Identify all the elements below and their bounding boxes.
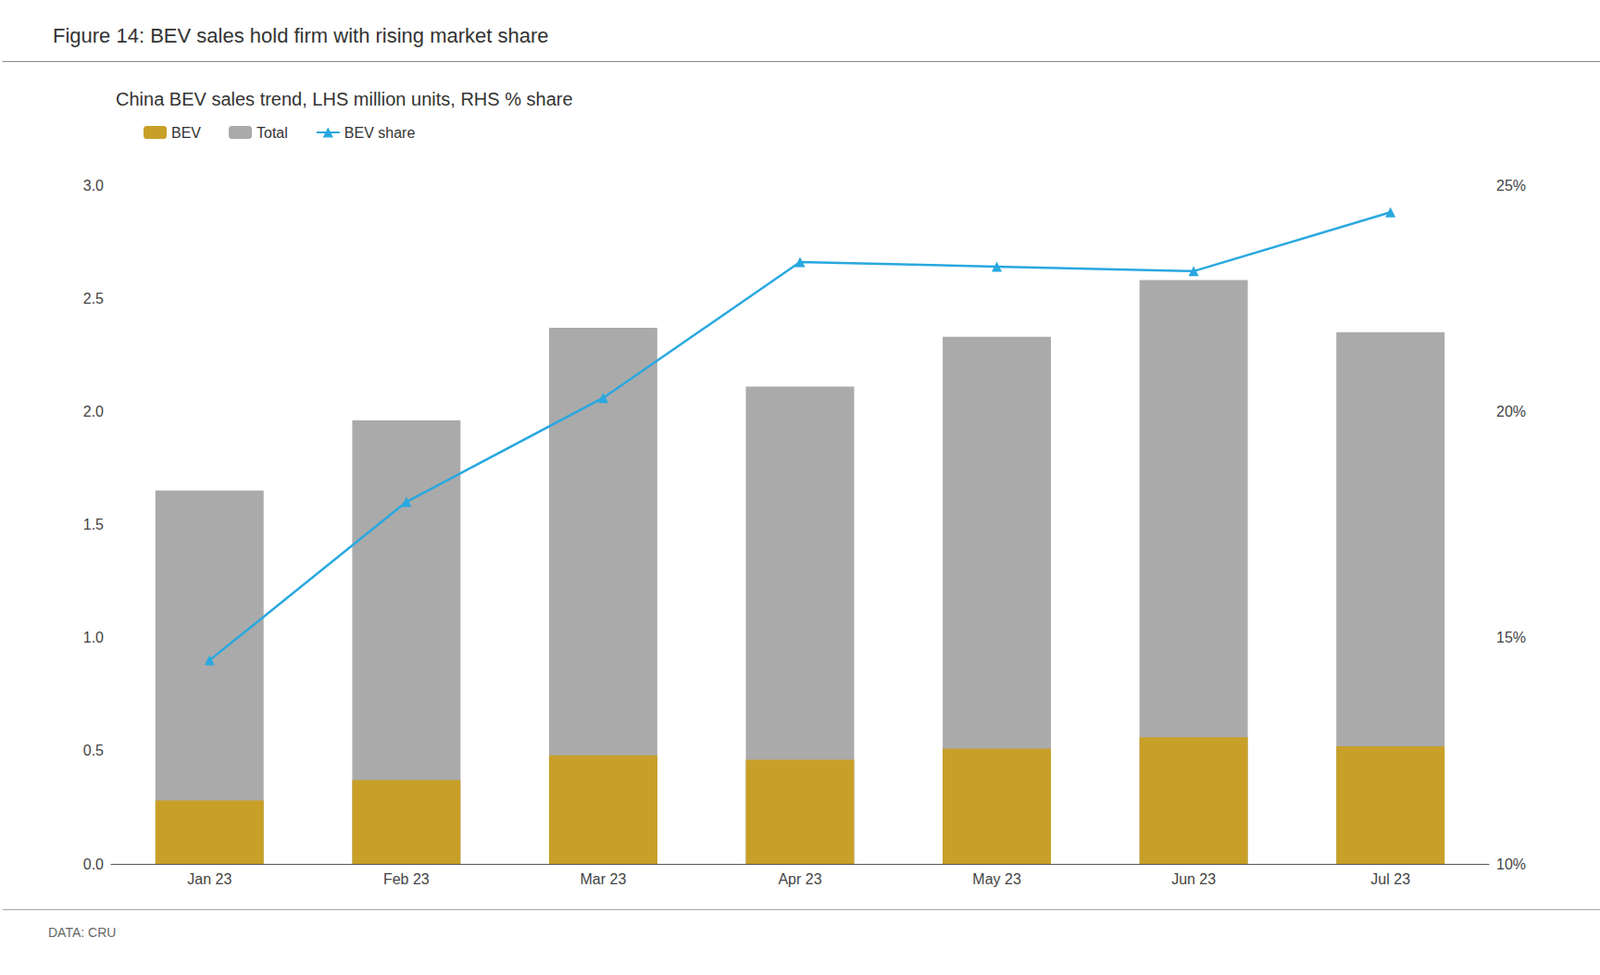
svg-text:May 23: May 23 [972,871,1022,888]
svg-text:Jan 23: Jan 23 [187,871,232,888]
svg-text:2.0: 2.0 [83,403,104,420]
svg-text:0.0: 0.0 [83,856,104,873]
svg-text:Mar 23: Mar 23 [580,871,627,888]
svg-text:2.5: 2.5 [83,290,104,307]
svg-text:10%: 10% [1496,856,1526,873]
svg-text:China BEV sales trend, LHS mil: China BEV sales trend, LHS million units… [115,88,574,110]
svg-text:DATA: CRU: DATA: CRU [48,925,116,940]
svg-text:BEV: BEV [171,125,201,141]
svg-text:3.0: 3.0 [83,177,104,194]
svg-text:Jun 23: Jun 23 [1171,871,1216,888]
svg-text:Figure 14: BEV sales hold firm: Figure 14: BEV sales hold firm with risi… [52,24,550,48]
svg-text:20%: 20% [1496,403,1526,420]
svg-text:0.5: 0.5 [83,742,104,759]
svg-text:BEV share: BEV share [344,125,416,141]
svg-text:Jul 23: Jul 23 [1370,871,1411,888]
svg-text:15%: 15% [1496,629,1526,646]
svg-text:25%: 25% [1496,177,1526,194]
svg-text:Total: Total [256,125,288,141]
svg-text:Feb 23: Feb 23 [383,871,430,888]
svg-text:1.5: 1.5 [83,516,104,533]
svg-text:1.0: 1.0 [83,629,104,646]
svg-text:Apr 23: Apr 23 [777,871,822,888]
